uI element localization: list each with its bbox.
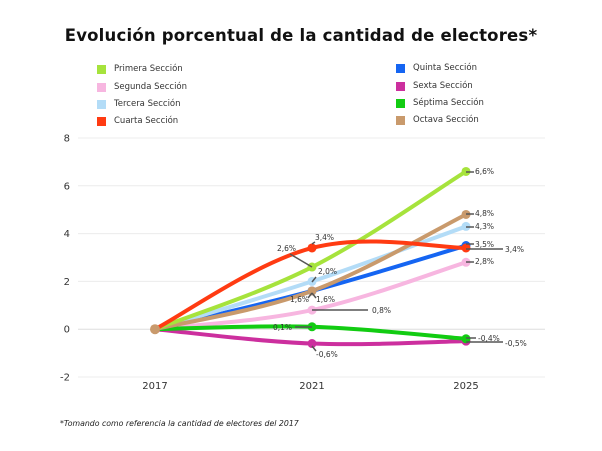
legend-swatch <box>396 98 405 108</box>
data-point <box>307 262 317 272</box>
leader-line <box>307 292 313 299</box>
x-tick-label: 2025 <box>453 381 478 392</box>
leader-line <box>311 345 317 352</box>
data-label: -0,6% <box>316 350 338 359</box>
data-point <box>150 324 160 335</box>
data-label: 4,8% <box>475 209 494 218</box>
data-label: -0,4% <box>478 334 500 343</box>
data-point <box>461 243 471 253</box>
data-point <box>307 286 317 296</box>
leader-line <box>311 276 317 283</box>
data-label: 1,6% <box>316 295 335 304</box>
legend-item-primera: Primera Sección <box>97 64 183 74</box>
data-label: 2,0% <box>318 267 337 276</box>
leader-line <box>289 253 313 268</box>
y-tick-label: 0 <box>64 325 70 336</box>
x-tick-label: 2021 <box>299 381 324 392</box>
legend-item-septima: Séptima Sección <box>396 98 484 108</box>
legend-label: Séptima Sección <box>413 98 484 108</box>
legend-item-octava: Octava Sección <box>396 115 479 125</box>
y-tick-label: 6 <box>64 181 70 192</box>
legend-item-segunda: Segunda Sección <box>97 82 187 92</box>
x-tick-label: 2017 <box>142 381 167 392</box>
data-label: 3,4% <box>315 233 334 242</box>
data-label: 0,1% <box>273 323 292 332</box>
legend-label: Primera Sección <box>114 64 183 74</box>
data-label: 0,8% <box>372 306 391 315</box>
data-label: 2,8% <box>475 257 494 266</box>
data-label: 4,3% <box>475 222 494 231</box>
data-point <box>307 339 317 349</box>
y-tick-label: 4 <box>64 229 70 240</box>
legend-label: Cuarta Sección <box>114 116 179 126</box>
legend-swatch <box>97 82 106 92</box>
legend-swatch <box>396 63 405 73</box>
legend-label: Quinta Sección <box>413 63 477 73</box>
data-label: 3,4% <box>505 245 524 254</box>
legend-item-tercera: Tercera Sección <box>97 99 181 109</box>
legend-item-quinta: Quinta Sección <box>396 63 477 73</box>
legend-label: Sexta Sección <box>413 81 473 91</box>
legend-label: Octava Sección <box>413 115 479 125</box>
chart-title: Evolución porcentual de la cantidad de e… <box>64 26 538 45</box>
legend-swatch <box>396 115 405 125</box>
data-label: -0,5% <box>505 339 527 348</box>
data-point <box>461 334 471 344</box>
legend-swatch <box>97 64 106 74</box>
leader-line <box>311 292 317 299</box>
legend-item-cuarta: Cuarta Sección <box>97 116 178 126</box>
y-tick-label: -2 <box>60 373 70 384</box>
legend-swatch <box>97 116 106 126</box>
legend-label: Tercera Sección <box>114 99 181 109</box>
data-label: 3,5% <box>475 240 494 249</box>
legend-item-sexta: Sexta Sección <box>396 81 473 91</box>
data-label: 1,6% <box>290 295 309 304</box>
legend-swatch <box>97 99 106 109</box>
y-tick-label: 8 <box>64 134 70 145</box>
leader-line <box>311 241 316 245</box>
footnote: *Tomando como referencia la cantidad de … <box>60 419 299 428</box>
data-label: 2,6% <box>277 244 296 253</box>
data-point <box>307 243 317 253</box>
legend-swatch <box>396 81 405 91</box>
legend-label: Segunda Sección <box>114 82 188 92</box>
data-label: 6,6% <box>475 167 494 176</box>
y-tick-label: 2 <box>64 277 70 288</box>
